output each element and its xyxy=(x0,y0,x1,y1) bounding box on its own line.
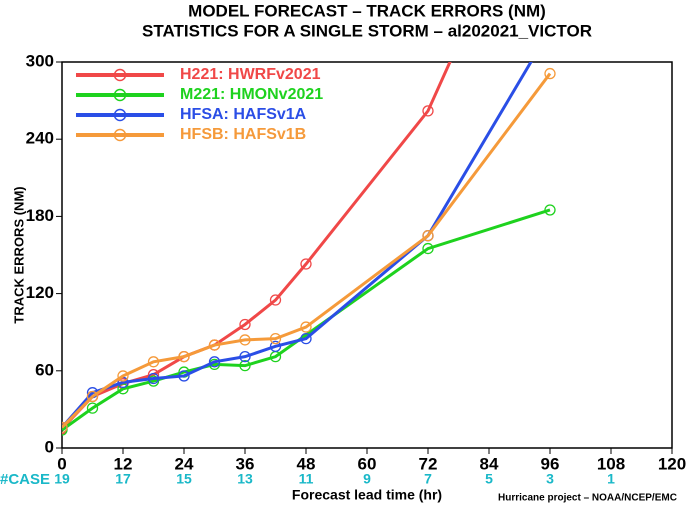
x-tick-label: 96 xyxy=(541,454,560,473)
legend-label: HFSB: HAFSv1B xyxy=(180,126,306,143)
case-count: 5 xyxy=(485,471,493,487)
data-point xyxy=(178,350,190,363)
y-tick-label: 120 xyxy=(26,283,54,302)
data-point xyxy=(62,421,68,434)
plot-area xyxy=(62,62,556,436)
data-point xyxy=(300,332,312,345)
data-point xyxy=(300,258,312,270)
x-axis-label: Forecast lead time (hr) xyxy=(292,487,442,503)
data-point xyxy=(117,370,129,382)
chart-subtitle: STATISTICS FOR A SINGLE STORM – al202021… xyxy=(142,21,592,40)
case-count: 19 xyxy=(54,471,70,487)
data-point xyxy=(239,360,251,372)
data-point xyxy=(86,390,99,403)
plot-frame xyxy=(61,61,673,449)
legend-marker xyxy=(113,128,127,142)
case-count: 7 xyxy=(424,471,432,487)
y-axis-label: TRACK ERRORS (NM) xyxy=(11,186,26,323)
x-tick-label: 108 xyxy=(597,454,625,473)
case-count: 1 xyxy=(607,471,615,487)
data-point xyxy=(147,356,160,368)
data-point xyxy=(239,334,251,346)
case-count: 13 xyxy=(237,471,253,487)
case-label: #CASE xyxy=(0,471,50,488)
legend-label: M221: HMONv2021 xyxy=(180,86,323,103)
y-tick-label: 180 xyxy=(26,206,54,225)
data-point xyxy=(86,402,99,414)
chart-title: MODEL FORECAST – TRACK ERRORS (NM) xyxy=(188,1,546,20)
case-count: 3 xyxy=(546,471,554,487)
case-count: 15 xyxy=(176,471,192,487)
data-point xyxy=(269,294,282,306)
data-point xyxy=(239,318,251,331)
case-count: 11 xyxy=(299,471,314,487)
y-tick-label: 240 xyxy=(26,129,54,148)
x-tick-label: 24 xyxy=(175,454,194,473)
legend-label: HFSA: HAFSv1A xyxy=(180,106,307,123)
legend-marker xyxy=(113,68,127,82)
series-line xyxy=(62,72,552,429)
y-tick-label: 0 xyxy=(45,437,54,456)
footer: Hurricane project – NOAA/NCEP/EMC xyxy=(498,493,677,504)
x-tick-label: 84 xyxy=(480,454,499,473)
data-point xyxy=(178,370,190,382)
y-tick-label: 300 xyxy=(26,51,54,70)
series-line xyxy=(62,208,551,432)
data-point xyxy=(422,242,434,255)
x-tick-label: 12 xyxy=(114,454,133,473)
data-point xyxy=(544,204,556,216)
series-line xyxy=(62,62,452,430)
data-point xyxy=(544,67,556,80)
data-point xyxy=(422,230,434,242)
data-point xyxy=(269,340,282,353)
case-count: 17 xyxy=(115,471,131,487)
data-point xyxy=(239,350,251,363)
data-point xyxy=(269,332,282,345)
x-tick-label: 0 xyxy=(57,454,66,473)
x-tick-label: 72 xyxy=(419,454,438,473)
case-count: 9 xyxy=(363,471,371,487)
data-point xyxy=(422,105,434,117)
data-point xyxy=(300,321,312,333)
x-tick-label: 36 xyxy=(236,454,255,473)
data-point xyxy=(208,339,221,351)
series-line xyxy=(62,62,533,429)
legend-label: H221: HWRFv2021 xyxy=(180,66,321,83)
legend-marker xyxy=(113,108,127,122)
data-point xyxy=(147,372,160,385)
x-tick-label: 120 xyxy=(658,454,686,473)
x-tick-label: 48 xyxy=(297,454,316,473)
x-tick-label: 60 xyxy=(358,454,377,473)
y-tick-label: 60 xyxy=(35,360,54,379)
legend-marker xyxy=(113,88,127,102)
data-point xyxy=(208,356,221,368)
